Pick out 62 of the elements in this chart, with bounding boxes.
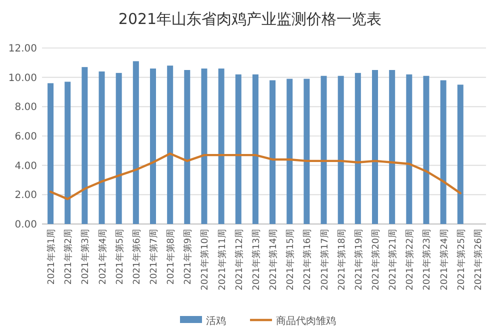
x-tick-label: 2021年第11周 — [216, 229, 228, 290]
line-series — [49, 152, 462, 200]
bar — [150, 68, 156, 224]
bar — [338, 76, 344, 224]
bar — [304, 78, 310, 224]
x-tick-label: 2021年第5周 — [114, 229, 126, 285]
x-tick-label: 2021年第24周 — [438, 229, 450, 290]
chart-title: 2021年山东省肉鸡产业监测价格一览表 — [118, 10, 382, 28]
bar — [184, 70, 190, 224]
bar — [389, 70, 396, 224]
bar — [423, 76, 430, 224]
x-tick-label: 2021年第9周 — [182, 229, 194, 285]
bar — [116, 72, 122, 224]
y-tick-label: 4.00 — [14, 160, 37, 172]
x-tick-label: 2021年第1周 — [46, 229, 58, 285]
bar — [201, 68, 208, 224]
bar — [320, 76, 327, 224]
bar — [354, 72, 361, 224]
x-tick-label: 2021年第2周 — [63, 229, 74, 285]
x-tick-label: 2021年第6周 — [131, 229, 142, 285]
y-tick-label: 10.00 — [8, 72, 37, 84]
bar — [48, 83, 54, 224]
y-tick-label: 8.00 — [14, 102, 37, 114]
x-tick-label: 2021年第8周 — [166, 229, 177, 285]
bar — [167, 66, 174, 224]
bar — [235, 74, 242, 224]
x-tick-label: 2021年第26周 — [472, 229, 484, 290]
y-tick-label: 12.00 — [8, 44, 37, 54]
y-tick-label: 2.00 — [14, 190, 37, 202]
x-tick-label: 2021年第21周 — [388, 229, 399, 290]
x-tick-label: 2021年第7周 — [148, 229, 160, 285]
y-tick-label: 6.00 — [14, 132, 37, 142]
legend-label: 商品代肉雏鸡 — [276, 315, 336, 327]
bar — [270, 80, 276, 224]
x-tick-label: 2021年第10周 — [200, 229, 211, 290]
x-tick-label: 2021年第25周 — [456, 229, 467, 290]
x-tick-label: 2021年第16周 — [302, 229, 314, 290]
x-tick-label: 2021年第4周 — [97, 229, 108, 285]
bar — [286, 78, 293, 224]
x-tick-label: 2021年第17周 — [319, 229, 330, 290]
x-tick-label: 2021年第3周 — [80, 229, 92, 285]
x-tick-label: 2021年第18周 — [336, 229, 348, 290]
x-tick-label: 2021年第14周 — [268, 229, 280, 290]
y-tick-label: 0.00 — [14, 220, 37, 230]
bar — [440, 80, 446, 224]
bar — [98, 71, 105, 224]
x-tick-label: 2021年第23周 — [422, 229, 433, 290]
x-tick-label: 2021年第15周 — [285, 229, 296, 290]
x-tick-label: 2021年第22周 — [404, 229, 416, 290]
x-tick-label: 2021年第20周 — [370, 229, 382, 290]
bar — [218, 68, 224, 224]
bar — [372, 70, 378, 224]
bar — [406, 74, 412, 224]
bar — [132, 61, 139, 224]
bar — [64, 82, 71, 224]
bar — [457, 84, 464, 224]
legend-label: 活鸡 — [206, 315, 226, 327]
bar — [252, 74, 258, 224]
x-tick-label: 2021年第19周 — [353, 229, 364, 290]
x-tick-label: 2021年第12周 — [234, 229, 245, 290]
bar — [82, 67, 88, 224]
x-tick-label: 2021年第13周 — [250, 229, 262, 290]
